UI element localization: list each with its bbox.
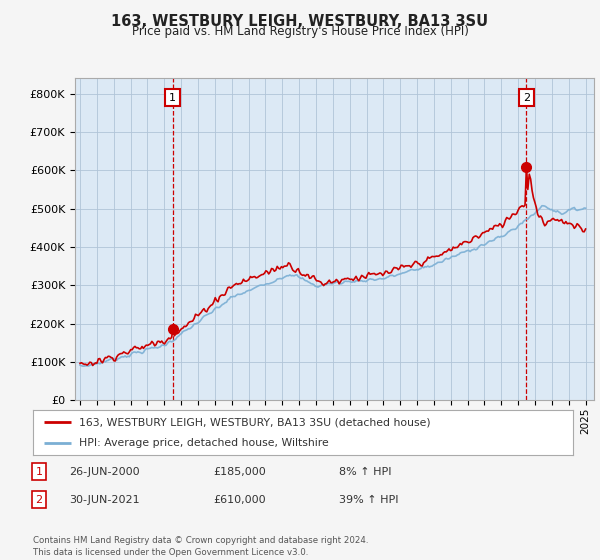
Text: Contains HM Land Registry data © Crown copyright and database right 2024.
This d: Contains HM Land Registry data © Crown c… — [33, 536, 368, 557]
Text: £610,000: £610,000 — [213, 494, 266, 505]
Text: 1: 1 — [169, 92, 176, 102]
Text: 39% ↑ HPI: 39% ↑ HPI — [339, 494, 398, 505]
Text: Price paid vs. HM Land Registry's House Price Index (HPI): Price paid vs. HM Land Registry's House … — [131, 25, 469, 38]
Text: 30-JUN-2021: 30-JUN-2021 — [69, 494, 140, 505]
Text: 2: 2 — [523, 92, 530, 102]
Text: 1: 1 — [35, 466, 43, 477]
Text: 163, WESTBURY LEIGH, WESTBURY, BA13 3SU (detached house): 163, WESTBURY LEIGH, WESTBURY, BA13 3SU … — [79, 417, 431, 427]
Text: £185,000: £185,000 — [213, 466, 266, 477]
Text: HPI: Average price, detached house, Wiltshire: HPI: Average price, detached house, Wilt… — [79, 438, 329, 448]
Text: 26-JUN-2000: 26-JUN-2000 — [69, 466, 140, 477]
Text: 2: 2 — [35, 494, 43, 505]
Text: 163, WESTBURY LEIGH, WESTBURY, BA13 3SU: 163, WESTBURY LEIGH, WESTBURY, BA13 3SU — [112, 14, 488, 29]
Text: 8% ↑ HPI: 8% ↑ HPI — [339, 466, 391, 477]
